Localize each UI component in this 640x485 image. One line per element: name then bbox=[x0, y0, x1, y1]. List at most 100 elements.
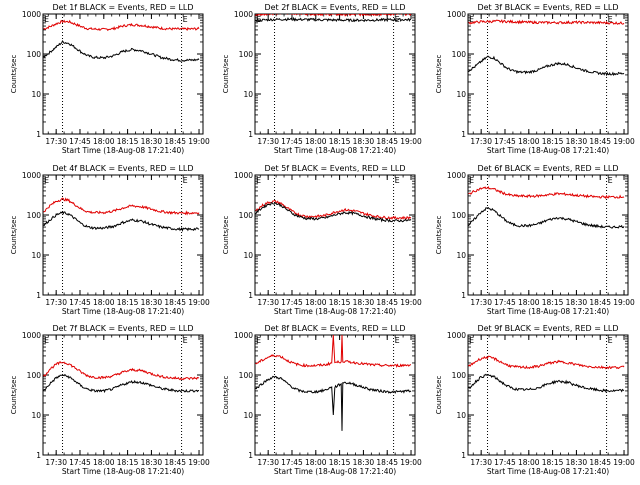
x-tick-label: 17:45 bbox=[281, 298, 303, 307]
x-tick-label: 18:15 bbox=[542, 458, 564, 467]
x-tick-label: 17:30 bbox=[257, 298, 279, 307]
x-tick-label: 18:15 bbox=[542, 298, 564, 307]
y-tick-label: 1000 bbox=[447, 331, 466, 340]
y-tick-label: 1000 bbox=[22, 331, 41, 340]
x-tick-label: 18:30 bbox=[353, 298, 375, 307]
x-tick-label: 17:45 bbox=[69, 137, 91, 146]
y-axis-label: Counts/sec bbox=[222, 55, 230, 94]
corner-mark: E bbox=[256, 15, 261, 24]
detector-panel: Det 8f BLACK = Events, RED = LLD 1 10 100 10… bbox=[222, 324, 422, 476]
y-tick-label: 1000 bbox=[447, 10, 466, 19]
x-tick-label: 17:45 bbox=[494, 298, 516, 307]
y-tick-label: 1000 bbox=[22, 171, 41, 180]
y-tick-label: 1000 bbox=[234, 10, 253, 19]
axes-frame bbox=[254, 334, 416, 456]
panel-title: Det 9f BLACK = Events, RED = LLD bbox=[477, 324, 618, 333]
x-tick-label: 17:45 bbox=[281, 137, 303, 146]
axes-frame bbox=[42, 334, 204, 456]
x-tick-label: 19:00 bbox=[613, 137, 635, 146]
x-tick-label: 18:00 bbox=[305, 458, 327, 467]
x-tick-label: 17:45 bbox=[494, 458, 516, 467]
x-tick-label: 18:00 bbox=[93, 298, 115, 307]
x-tick-label: 17:30 bbox=[45, 137, 67, 146]
x-tick-label: 18:45 bbox=[589, 137, 611, 146]
y-tick-label: 100 bbox=[452, 50, 467, 59]
x-tick-label: 18:15 bbox=[542, 137, 564, 146]
y-tick-label: 1 bbox=[461, 291, 466, 300]
lld-series-line bbox=[43, 197, 200, 216]
x-tick-label: 18:30 bbox=[566, 298, 588, 307]
corner-mark: E bbox=[469, 15, 474, 24]
x-tick-label: 18:30 bbox=[141, 458, 163, 467]
y-tick-label: 1 bbox=[461, 130, 466, 139]
corner-mark: E bbox=[395, 176, 400, 185]
x-tick-label: 18:00 bbox=[518, 137, 540, 146]
x-tick-label: 18:45 bbox=[376, 137, 398, 146]
axes-frame bbox=[254, 174, 416, 296]
corner-mark: E bbox=[395, 336, 400, 345]
x-tick-label: 18:15 bbox=[117, 298, 139, 307]
lld-series-line bbox=[468, 355, 625, 370]
detector-panel: Det 3f BLACK = Events, RED = LLD 1 10 100 10… bbox=[435, 3, 635, 155]
events-series-line bbox=[468, 55, 625, 77]
y-axis-label: Counts/sec bbox=[10, 376, 18, 415]
corner-mark: E bbox=[256, 176, 261, 185]
corner-mark: E bbox=[44, 15, 49, 24]
x-axis-label: Start Time (18-Aug-08 17:21:40) bbox=[62, 307, 184, 316]
y-tick-label: 10 bbox=[243, 251, 253, 260]
corner-mark: E bbox=[395, 15, 400, 24]
axes-frame bbox=[254, 13, 416, 135]
y-tick-label: 100 bbox=[239, 371, 254, 380]
x-tick-label: 17:45 bbox=[494, 137, 516, 146]
events-series-line bbox=[43, 373, 200, 394]
panel-title: Det 5f BLACK = Events, RED = LLD bbox=[264, 164, 405, 173]
panel-title: Det 7f BLACK = Events, RED = LLD bbox=[52, 324, 193, 333]
corner-mark: E bbox=[44, 176, 49, 185]
x-tick-label: 17:30 bbox=[470, 137, 492, 146]
y-tick-label: 10 bbox=[456, 251, 466, 260]
lld-series-line bbox=[255, 335, 411, 368]
axes-frame bbox=[467, 174, 629, 296]
y-axis-label: Counts/sec bbox=[10, 216, 18, 255]
x-tick-label: 18:30 bbox=[141, 137, 163, 146]
events-series-line bbox=[43, 40, 200, 62]
y-tick-label: 100 bbox=[452, 211, 467, 220]
lld-series-line bbox=[255, 14, 412, 17]
events-series-line bbox=[43, 210, 200, 233]
x-tick-label: 19:00 bbox=[400, 458, 422, 467]
x-tick-label: 18:30 bbox=[353, 458, 375, 467]
x-axis-label: Start Time (18-Aug-08 17:21:40) bbox=[274, 467, 396, 476]
x-axis-label: Start Time (18-Aug-08 17:21:40) bbox=[487, 146, 609, 155]
x-tick-label: 18:45 bbox=[589, 298, 611, 307]
x-axis-label: Start Time (18-Aug-08 17:21:40) bbox=[62, 467, 184, 476]
x-tick-label: 18:00 bbox=[518, 298, 540, 307]
y-tick-label: 10 bbox=[31, 251, 41, 260]
axes-frame bbox=[467, 334, 629, 456]
y-axis-label: Counts/sec bbox=[222, 376, 230, 415]
corner-mark: E bbox=[183, 15, 188, 24]
lld-series-line bbox=[255, 199, 412, 220]
lld-series-line bbox=[468, 186, 625, 200]
x-axis-label: Start Time (18-Aug-08 17:21:40) bbox=[274, 146, 396, 155]
x-tick-label: 17:30 bbox=[257, 137, 279, 146]
axes-frame bbox=[42, 174, 204, 296]
x-tick-label: 18:30 bbox=[353, 137, 375, 146]
lld-series-line bbox=[43, 361, 200, 381]
corner-mark: E bbox=[256, 336, 261, 345]
x-tick-label: 18:15 bbox=[329, 298, 351, 307]
y-tick-label: 1 bbox=[248, 130, 253, 139]
x-tick-label: 17:30 bbox=[470, 458, 492, 467]
y-tick-label: 10 bbox=[243, 90, 253, 99]
x-tick-label: 18:45 bbox=[589, 458, 611, 467]
panel-title: Det 2f BLACK = Events, RED = LLD bbox=[264, 3, 405, 12]
detector-panel: Det 1f BLACK = Events, RED = LLD 1 10 100 10… bbox=[10, 3, 210, 155]
y-tick-label: 1 bbox=[248, 291, 253, 300]
x-tick-label: 17:30 bbox=[257, 458, 279, 467]
x-tick-label: 18:00 bbox=[305, 298, 327, 307]
detector-panel: Det 9f BLACK = Events, RED = LLD 1 10 100 10… bbox=[435, 324, 635, 476]
y-tick-label: 1000 bbox=[234, 171, 253, 180]
detector-panel: Det 6f BLACK = Events, RED = LLD 1 10 100 10… bbox=[435, 164, 635, 316]
detector-panel: Det 5f BLACK = Events, RED = LLD 1 10 100 10… bbox=[222, 164, 422, 316]
y-tick-label: 100 bbox=[239, 50, 254, 59]
